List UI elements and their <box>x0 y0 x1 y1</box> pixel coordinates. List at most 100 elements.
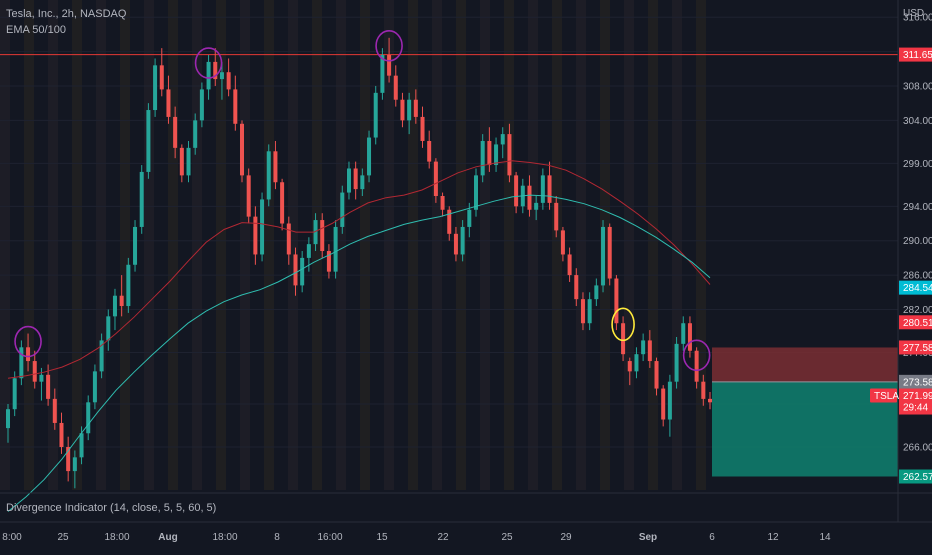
session-band <box>216 0 226 490</box>
time-tick-label: 12 <box>767 532 779 543</box>
time-tick-label: 25 <box>57 532 69 543</box>
candle-body <box>534 202 539 210</box>
indicator-title[interactable]: EMA 50/100 <box>6 24 66 36</box>
time-tick-label: 8 <box>274 532 280 543</box>
candle-body <box>420 116 425 141</box>
candle-body <box>5 409 11 429</box>
candle-body <box>440 196 445 210</box>
candle-body <box>360 175 365 190</box>
price-tick-label: 316.00 <box>903 13 932 24</box>
ema50-line <box>7 160 711 379</box>
candle-body <box>153 65 158 111</box>
session-band <box>240 0 250 490</box>
price-tag-text: 277.58 <box>903 343 932 354</box>
candle-body <box>293 254 298 286</box>
candle-body <box>139 171 144 227</box>
candle-body <box>99 340 104 372</box>
candle-body <box>246 175 251 217</box>
yellow-circle <box>611 307 635 342</box>
price-tick-label: 286.00 <box>903 271 932 282</box>
price-tick-label: 304.00 <box>903 116 932 127</box>
candle-body <box>627 361 632 372</box>
candle-body <box>453 233 458 255</box>
time-tick-label: 8:00 <box>2 532 22 543</box>
purple-circle <box>682 339 711 372</box>
candle-body <box>587 299 592 324</box>
price-tick-label: 266.00 <box>903 443 932 454</box>
candle-body <box>607 226 612 279</box>
lower-pane <box>0 492 932 523</box>
candle-body <box>400 99 405 121</box>
session-band <box>120 0 130 490</box>
candle-body <box>320 220 325 252</box>
time-tick-label: 16:00 <box>317 532 342 543</box>
candle-body <box>39 374 44 382</box>
session-band <box>696 0 706 490</box>
candle-body <box>681 323 686 344</box>
candle-body <box>52 398 57 423</box>
candle-body <box>641 340 646 355</box>
purple-circle <box>375 30 403 62</box>
symbol-title[interactable]: Tesla, Inc., 2h, NASDAQ <box>6 8 127 20</box>
candle-body <box>473 175 479 210</box>
candle-body <box>574 275 579 300</box>
time-tick-label: 15 <box>376 532 388 543</box>
candle-body <box>253 216 258 255</box>
candle-body <box>199 89 204 121</box>
candle-body <box>179 147 184 176</box>
candle-body <box>186 147 191 176</box>
candle-body <box>300 257 305 286</box>
session-band <box>672 0 682 490</box>
ema100-line <box>7 194 711 512</box>
last-price-text: 271.99 <box>903 391 932 402</box>
purple-circle <box>14 325 42 358</box>
purple-circle <box>194 47 223 79</box>
candle-body <box>647 340 652 362</box>
price-tags: 311.65 284.54 280.51 277.58 273.58 TSLA 271.99… <box>870 47 932 484</box>
candle-body <box>393 75 398 100</box>
risk-reward-zones <box>712 347 898 477</box>
price-tag-text: 284.54 <box>903 283 932 294</box>
candle-body <box>367 137 372 176</box>
session-band <box>624 0 634 490</box>
candle-body <box>554 202 559 231</box>
time-tick-label: 22 <box>437 532 449 543</box>
candle-body <box>46 374 51 399</box>
session-band <box>168 0 178 490</box>
candle-body <box>480 140 485 176</box>
session-band <box>144 0 154 490</box>
candle-body <box>494 144 499 166</box>
session-band <box>96 0 106 490</box>
currency-label: USD <box>903 8 924 19</box>
candle-body <box>667 381 672 420</box>
time-tick-label: Sep <box>639 532 657 543</box>
candle-body <box>427 140 432 162</box>
candle-body <box>507 134 512 176</box>
candle-body <box>12 378 17 410</box>
candle-body <box>340 192 345 227</box>
time-tick-label: 6 <box>709 532 715 543</box>
candle-body <box>193 120 198 148</box>
session-band <box>408 0 418 490</box>
time-axis[interactable]: 8:00 25 18:00 Aug 18:00 8 16:00 15 22 25 29 Sep 6 12 1… <box>2 532 831 543</box>
session-band <box>528 0 538 490</box>
divergence-indicator-label[interactable]: Divergence Indicator (14, close, 5, 5, 6… <box>6 502 217 514</box>
time-tick-label: Aug <box>158 532 177 543</box>
price-tag-text: 311.65 <box>903 50 932 61</box>
candle-body <box>333 226 338 272</box>
candle-body <box>219 72 224 80</box>
candle-body <box>387 55 392 76</box>
candle-body <box>213 61 218 80</box>
time-tick-label: 14 <box>819 532 831 543</box>
last-price-tag <box>899 388 932 415</box>
candle-body <box>66 447 71 472</box>
candle-body <box>560 230 565 255</box>
session-band <box>336 0 346 490</box>
session-band <box>480 0 490 490</box>
session-band <box>48 0 58 490</box>
candle-body <box>286 223 291 255</box>
symbol-tag <box>870 388 897 403</box>
price-tag <box>899 469 932 484</box>
